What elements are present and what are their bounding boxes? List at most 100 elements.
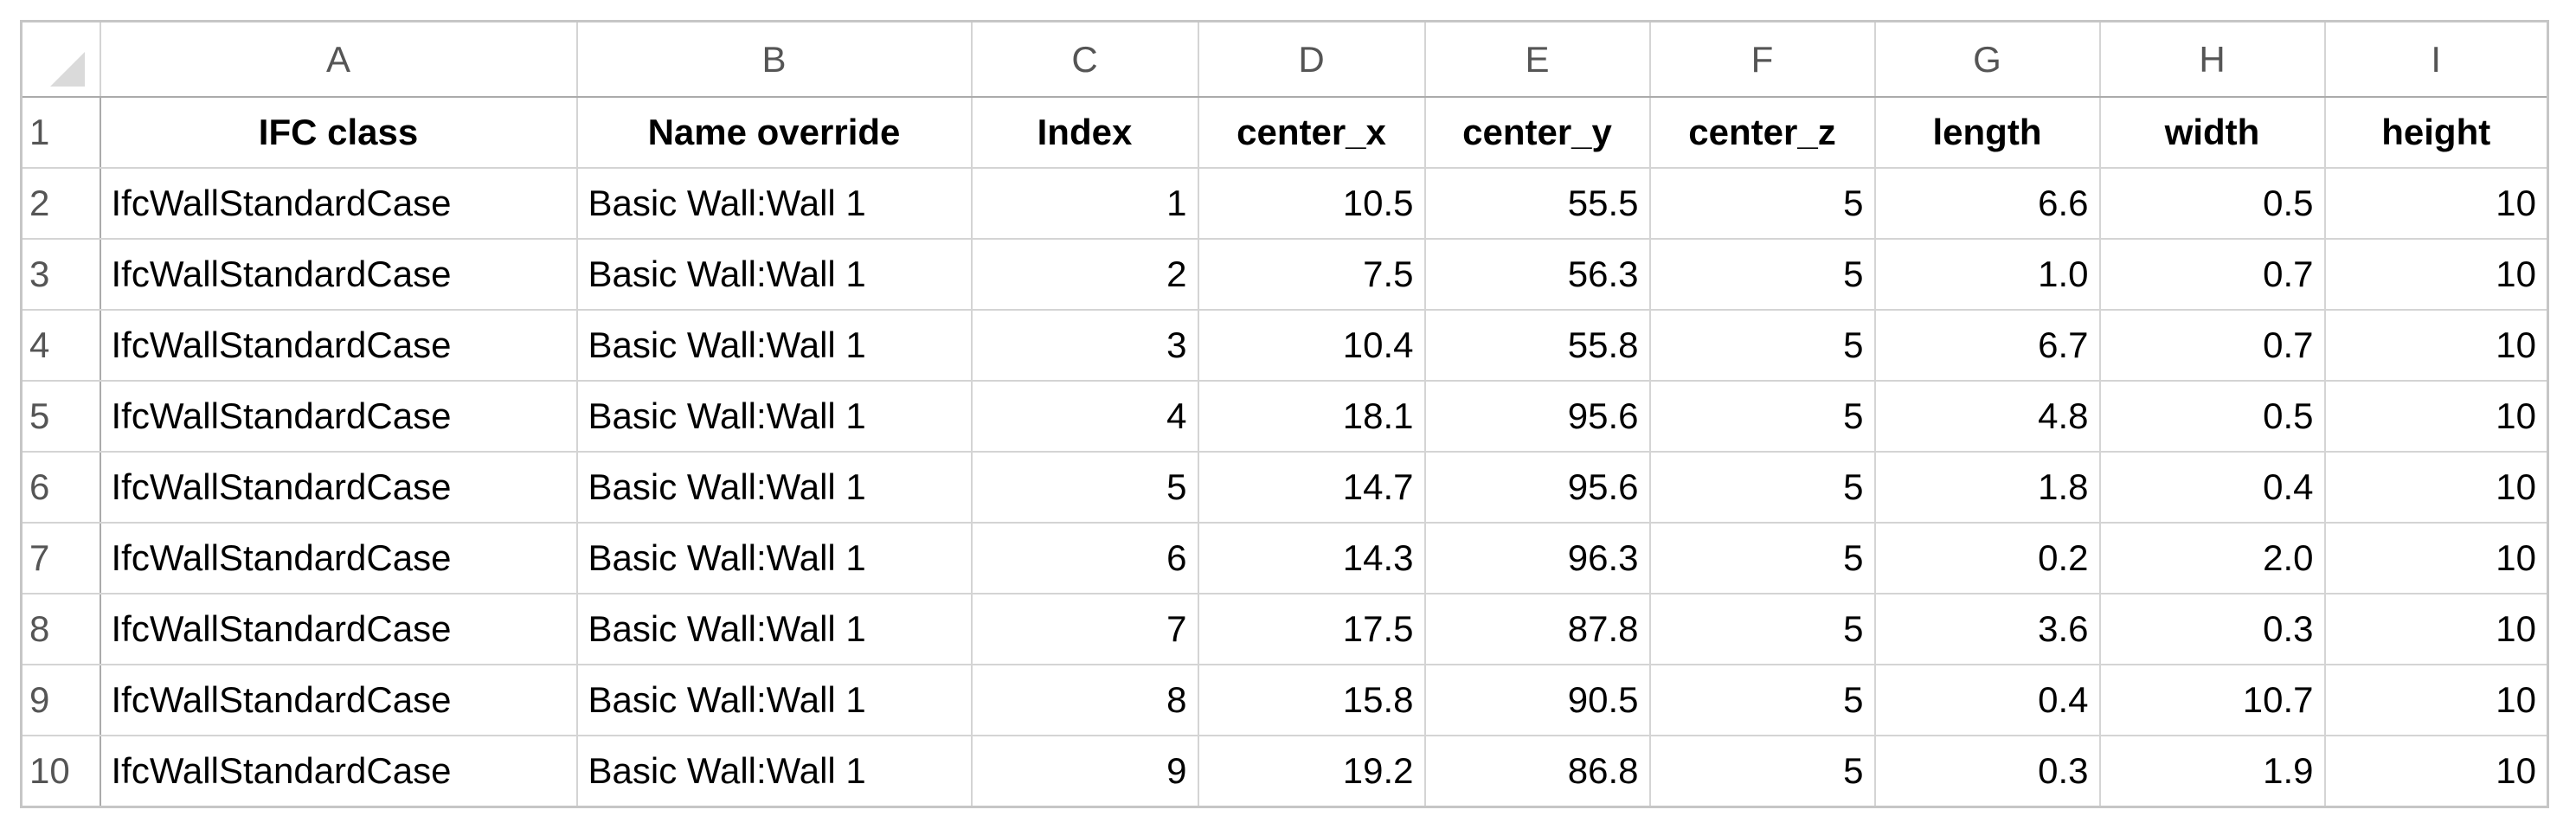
cell[interactable]: 0.7 [2098, 309, 2326, 382]
header-cell[interactable]: height [2323, 96, 2549, 169]
cell[interactable]: 96.3 [1423, 522, 1651, 594]
cell[interactable]: Basic Wall:Wall 1 [575, 309, 973, 382]
cell[interactable]: 5 [1648, 380, 1876, 453]
cell[interactable]: 4 [970, 380, 1199, 453]
header-cell[interactable]: length [1873, 96, 2101, 169]
cell[interactable]: 5 [1648, 238, 1876, 311]
cell[interactable]: 7 [970, 593, 1199, 665]
cell[interactable]: 5 [1648, 735, 1876, 808]
cell[interactable]: 55.8 [1423, 309, 1651, 382]
cell[interactable]: 3.6 [1873, 593, 2101, 665]
cell[interactable]: IfcWallStandardCase [99, 664, 578, 736]
cell[interactable]: Basic Wall:Wall 1 [575, 593, 973, 665]
cell[interactable]: 9 [970, 735, 1199, 808]
header-cell[interactable]: center_x [1197, 96, 1426, 169]
cell[interactable]: 5 [1648, 593, 1876, 665]
row-number[interactable]: 5 [20, 380, 101, 453]
cell[interactable]: 10 [2323, 238, 2549, 311]
cell[interactable]: 55.5 [1423, 167, 1651, 240]
header-cell[interactable]: IFC class [99, 96, 578, 169]
cell[interactable]: 5 [1648, 522, 1876, 594]
cell[interactable]: 14.7 [1197, 451, 1426, 524]
cell[interactable]: 10 [2323, 380, 2549, 453]
cell[interactable]: 95.6 [1423, 451, 1651, 524]
cell[interactable]: Basic Wall:Wall 1 [575, 167, 973, 240]
cell[interactable]: 10.7 [2098, 664, 2326, 736]
row-number[interactable]: 6 [20, 451, 101, 524]
row-number[interactable]: 2 [20, 167, 101, 240]
cell[interactable]: 95.6 [1423, 380, 1651, 453]
cell[interactable]: Basic Wall:Wall 1 [575, 451, 973, 524]
cell[interactable]: 0.4 [2098, 451, 2326, 524]
cell[interactable]: IfcWallStandardCase [99, 238, 578, 311]
cell[interactable]: 5 [1648, 309, 1876, 382]
cell[interactable]: IfcWallStandardCase [99, 593, 578, 665]
cell[interactable]: 56.3 [1423, 238, 1651, 311]
cell[interactable]: 0.4 [1873, 664, 2101, 736]
cell[interactable]: 2 [970, 238, 1199, 311]
header-cell[interactable]: width [2098, 96, 2326, 169]
cell[interactable]: 10 [2323, 593, 2549, 665]
row-number[interactable]: 4 [20, 309, 101, 382]
cell[interactable]: 10 [2323, 167, 2549, 240]
row-number[interactable]: 9 [20, 664, 101, 736]
column-letter[interactable]: D [1197, 20, 1426, 98]
cell[interactable]: Basic Wall:Wall 1 [575, 238, 973, 311]
cell[interactable]: 10 [2323, 664, 2549, 736]
cell[interactable]: 3 [970, 309, 1199, 382]
cell[interactable]: 0.3 [2098, 593, 2326, 665]
cell[interactable]: 10 [2323, 451, 2549, 524]
cell[interactable]: IfcWallStandardCase [99, 735, 578, 808]
cell[interactable]: 0.2 [1873, 522, 2101, 594]
cell[interactable]: 0.5 [2098, 167, 2326, 240]
cell[interactable]: 6 [970, 522, 1199, 594]
cell[interactable]: IfcWallStandardCase [99, 380, 578, 453]
cell[interactable]: 18.1 [1197, 380, 1426, 453]
column-letter[interactable]: H [2098, 20, 2326, 98]
cell[interactable]: Basic Wall:Wall 1 [575, 664, 973, 736]
cell[interactable]: 5 [1648, 451, 1876, 524]
cell[interactable]: 1.9 [2098, 735, 2326, 808]
cell[interactable]: 5 [970, 451, 1199, 524]
cell[interactable]: 10.5 [1197, 167, 1426, 240]
cell[interactable]: 5 [1648, 664, 1876, 736]
column-letter[interactable]: F [1648, 20, 1876, 98]
row-number[interactable]: 3 [20, 238, 101, 311]
cell[interactable]: Basic Wall:Wall 1 [575, 735, 973, 808]
cell[interactable]: 0.3 [1873, 735, 2101, 808]
row-number[interactable]: 10 [20, 735, 101, 808]
cell[interactable]: 1 [970, 167, 1199, 240]
cell[interactable]: IfcWallStandardCase [99, 522, 578, 594]
column-letter[interactable]: B [575, 20, 973, 98]
column-letter[interactable]: G [1873, 20, 2101, 98]
cell[interactable]: IfcWallStandardCase [99, 309, 578, 382]
column-letter[interactable]: E [1423, 20, 1651, 98]
cell[interactable]: 4.8 [1873, 380, 2101, 453]
cell[interactable]: 6.7 [1873, 309, 2101, 382]
cell[interactable]: 10.4 [1197, 309, 1426, 382]
cell[interactable]: 17.5 [1197, 593, 1426, 665]
column-letter[interactable]: C [970, 20, 1199, 98]
column-letter[interactable]: I [2323, 20, 2549, 98]
cell[interactable]: 6.6 [1873, 167, 2101, 240]
cell[interactable]: 14.3 [1197, 522, 1426, 594]
cell[interactable]: 86.8 [1423, 735, 1651, 808]
cell[interactable]: 90.5 [1423, 664, 1651, 736]
select-all-corner[interactable] [20, 20, 101, 98]
row-number[interactable]: 8 [20, 593, 101, 665]
cell[interactable]: 10 [2323, 309, 2549, 382]
cell[interactable]: 15.8 [1197, 664, 1426, 736]
header-cell[interactable]: Index [970, 96, 1199, 169]
header-cell[interactable]: Name override [575, 96, 973, 169]
cell[interactable]: 19.2 [1197, 735, 1426, 808]
cell[interactable]: 5 [1648, 167, 1876, 240]
cell[interactable]: 2.0 [2098, 522, 2326, 594]
cell[interactable]: 0.7 [2098, 238, 2326, 311]
cell[interactable]: 0.5 [2098, 380, 2326, 453]
cell[interactable]: IfcWallStandardCase [99, 451, 578, 524]
cell[interactable]: Basic Wall:Wall 1 [575, 522, 973, 594]
cell[interactable]: 7.5 [1197, 238, 1426, 311]
row-number[interactable]: 1 [20, 96, 101, 169]
cell[interactable]: IfcWallStandardCase [99, 167, 578, 240]
cell[interactable]: Basic Wall:Wall 1 [575, 380, 973, 453]
